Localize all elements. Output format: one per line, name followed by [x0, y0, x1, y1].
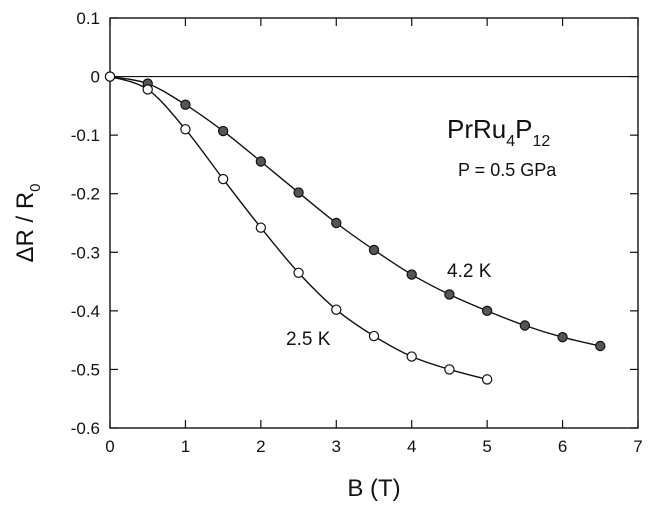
x-tick-label: 0: [105, 437, 114, 456]
y-tick-label: 0: [91, 68, 100, 87]
compound-part-c: P: [515, 114, 532, 144]
x-tick-label: 4: [407, 437, 416, 456]
data-point-series-0: [331, 217, 342, 229]
data-point-series-1: [481, 374, 493, 385]
x-tick-label: 5: [482, 437, 491, 456]
data-point-series-1: [142, 84, 153, 95]
ticks: 0 1 2 3 4 5 6 70.10-0.1-0.2-0.3-0.4-0.5-0.6: [71, 9, 643, 456]
data-point-series-0: [481, 305, 493, 317]
plot-frame: [109, 17, 639, 429]
y-tick-label: -0.2: [71, 185, 100, 204]
data-point-series-0: [557, 332, 568, 343]
label-4-2k: 4.2 K: [447, 261, 492, 282]
y-tick-label: -0.5: [71, 360, 100, 379]
data-point-series-1: [368, 330, 380, 342]
data-point-series-0: [406, 269, 417, 280]
y-axis-title-main: ΔR / R: [12, 192, 39, 263]
data-point-series-1: [444, 364, 455, 375]
x-tick-label: 3: [332, 437, 341, 456]
x-axis-title: B (T): [347, 475, 400, 502]
x-tick-label: 7: [633, 437, 642, 456]
y-tick-label: -0.1: [71, 126, 100, 145]
data-point-series-1: [217, 173, 229, 185]
data-point-series-1: [331, 304, 342, 315]
label-2-5k: 2.5 K: [286, 329, 331, 350]
y-tick-label: -0.4: [71, 302, 100, 321]
data-point-series-0: [519, 320, 531, 331]
markers: [104, 71, 606, 385]
y-tick-label: -0.3: [71, 243, 100, 262]
y-axis-title-sub: 0: [27, 183, 44, 191]
data-point-series-1: [293, 267, 304, 278]
compound-sub-12: 12: [533, 133, 551, 150]
x-tick-label: 1: [181, 437, 190, 456]
data-point-series-1: [406, 351, 417, 362]
x-tick-label: 6: [558, 437, 567, 456]
data-point-series-1: [180, 124, 191, 135]
compound-label: PrRu4P12: [447, 114, 550, 150]
data-point-series-0: [217, 125, 229, 137]
y-axis-title: ΔR / R0: [12, 183, 44, 262]
x-tick-label: 2: [256, 437, 265, 456]
data-point-series-0: [293, 187, 304, 198]
data-point-series-0: [180, 99, 191, 110]
compound-part-a: PrRu: [447, 114, 506, 144]
pressure-label: P = 0.5 GPa: [458, 160, 557, 180]
data-point-series-1: [255, 222, 267, 233]
data-point-series-0: [255, 156, 267, 167]
data-point-series-0: [595, 340, 606, 352]
compound-sub-4: 4: [506, 133, 515, 150]
y-tick-label: 0.1: [76, 9, 100, 28]
data-point-series-0: [444, 289, 455, 300]
y-tick-label: -0.6: [71, 419, 100, 438]
data-point-series-0: [368, 244, 380, 256]
data-point-series-1: [104, 71, 116, 82]
